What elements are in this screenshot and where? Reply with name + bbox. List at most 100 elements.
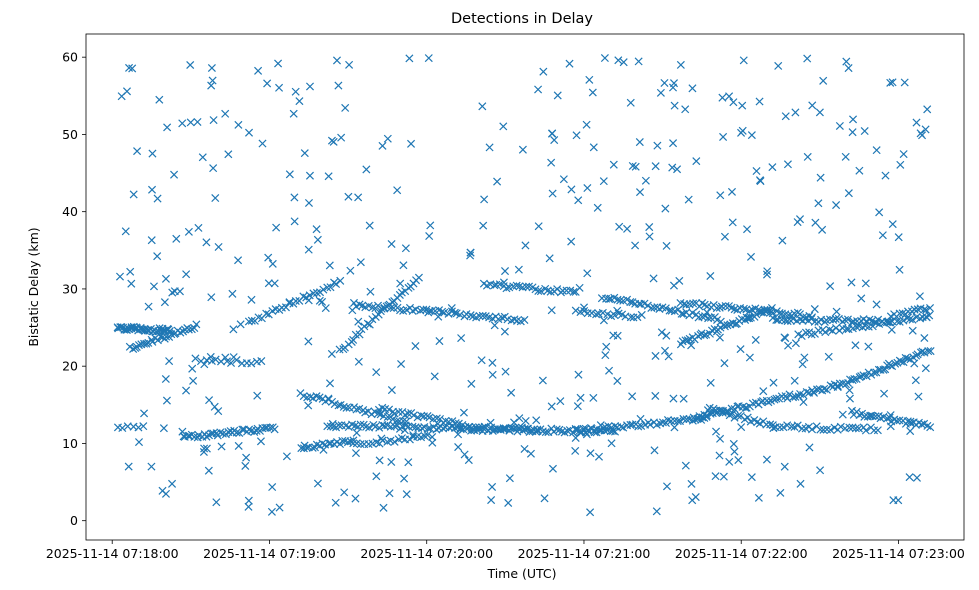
- detection-point: [267, 507, 276, 516]
- detection-point: [444, 309, 453, 318]
- detection-point: [488, 358, 497, 367]
- detection-point: [478, 311, 487, 320]
- detection-point: [677, 309, 686, 318]
- detection-point: [299, 444, 308, 453]
- detection-point: [681, 461, 690, 470]
- detection-point: [793, 421, 802, 430]
- detection-point: [886, 78, 895, 87]
- detection-point: [734, 411, 743, 420]
- x-tick-label: 2025-11-14 07:23:00: [832, 546, 965, 561]
- detection-point: [262, 309, 271, 318]
- detection-point: [889, 496, 898, 505]
- detection-point: [487, 496, 496, 505]
- detection-point: [626, 313, 635, 322]
- detection-point: [334, 401, 343, 410]
- detection-point: [291, 296, 300, 306]
- y-tick-label: 20: [62, 359, 78, 374]
- detection-point: [860, 126, 869, 136]
- detection-point: [365, 423, 374, 432]
- detection-point: [355, 330, 364, 339]
- detection-point: [802, 388, 811, 397]
- detection-point: [419, 305, 428, 314]
- detection-point: [385, 489, 394, 498]
- detection-point: [689, 299, 698, 308]
- detection-point: [300, 441, 309, 450]
- detection-point: [117, 92, 126, 101]
- detection-point: [583, 269, 592, 278]
- detection-point: [245, 425, 254, 434]
- detection-point: [433, 419, 442, 428]
- detection-point: [921, 125, 930, 134]
- detection-point: [599, 177, 608, 186]
- detection-point: [264, 279, 273, 288]
- detection-point: [743, 413, 752, 422]
- detection-point: [199, 447, 208, 457]
- x-axis: 2025-11-14 07:18:00 2025-11-14 07:19:00 20…: [46, 540, 965, 561]
- detection-point: [467, 379, 476, 388]
- detection-point: [383, 134, 392, 143]
- detection-point: [400, 426, 409, 435]
- detection-point: [926, 347, 935, 356]
- detection-point: [490, 321, 499, 330]
- detection-point: [633, 313, 642, 322]
- detection-point: [234, 120, 243, 129]
- detection-point: [901, 353, 910, 362]
- y-tick-label: 10: [62, 436, 78, 451]
- detection-point: [875, 208, 884, 217]
- data-points: [113, 54, 935, 517]
- detection-point: [409, 431, 418, 440]
- detection-point: [727, 187, 737, 196]
- detection-point: [232, 428, 241, 437]
- detection-point: [631, 162, 640, 171]
- detection-point: [881, 365, 890, 374]
- detection-point: [886, 411, 895, 420]
- detection-point: [791, 392, 800, 401]
- detection-point: [486, 418, 495, 427]
- detection-point: [209, 116, 218, 125]
- detection-point: [646, 420, 655, 429]
- detection-point: [613, 306, 622, 315]
- detection-point: [340, 488, 349, 497]
- detection-point: [844, 64, 853, 73]
- detection-point: [124, 462, 133, 471]
- detection-point: [411, 423, 420, 432]
- detection-point: [769, 424, 778, 433]
- detection-point: [826, 282, 835, 291]
- detection-point: [498, 313, 507, 322]
- detection-point: [634, 422, 643, 431]
- detection-point: [706, 271, 715, 281]
- detection-point: [518, 145, 527, 154]
- detection-point: [601, 351, 610, 360]
- detection-point: [378, 141, 387, 150]
- detection-point: [547, 158, 556, 167]
- detection-point: [589, 393, 598, 402]
- detection-point: [922, 313, 931, 322]
- detection-point: [721, 408, 730, 417]
- detection-point: [499, 122, 508, 131]
- detection-point: [738, 101, 747, 110]
- detection-point: [600, 54, 609, 63]
- detection-point: [819, 425, 828, 434]
- detection-point: [897, 357, 906, 366]
- detection-point: [186, 60, 195, 70]
- detection-point: [539, 67, 548, 76]
- detection-point: [910, 359, 919, 368]
- detection-point: [191, 354, 200, 363]
- detection-point: [845, 386, 854, 395]
- detection-point: [186, 118, 195, 127]
- detection-point: [737, 423, 746, 432]
- detection-point: [921, 364, 930, 373]
- detection-point: [460, 450, 469, 459]
- detection-point: [224, 150, 233, 159]
- detection-point: [289, 109, 298, 118]
- detection-point: [870, 426, 879, 435]
- detection-point: [140, 409, 149, 418]
- detection-point: [752, 166, 761, 176]
- detection-point: [908, 315, 917, 324]
- detection-point: [170, 287, 179, 296]
- detection-point: [870, 368, 879, 377]
- detection-point: [464, 422, 473, 431]
- detection-point: [268, 482, 277, 492]
- detection-point: [377, 304, 386, 313]
- detection-point: [679, 414, 688, 423]
